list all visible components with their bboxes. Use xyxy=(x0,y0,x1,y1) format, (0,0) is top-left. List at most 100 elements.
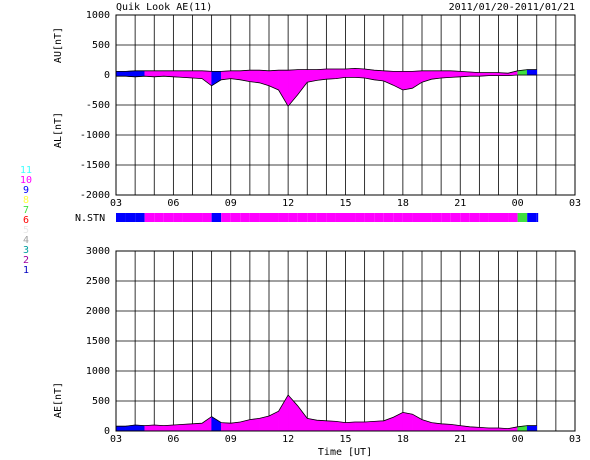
area-segment xyxy=(297,405,308,432)
band-segment xyxy=(278,69,289,108)
station-segment xyxy=(527,213,537,222)
legend-entry: 6 xyxy=(23,215,29,226)
chart-title: Quik Look AE(11) xyxy=(116,2,212,13)
x-tick-label: 03 xyxy=(569,198,581,209)
legend-entry: 9 xyxy=(23,185,29,196)
legend-entry: 7 xyxy=(23,205,29,216)
area-segment xyxy=(440,423,451,432)
station-segment xyxy=(508,213,518,222)
station-segment xyxy=(116,213,126,222)
y-tick-label: 3000 xyxy=(86,246,110,257)
station-segment xyxy=(450,213,461,222)
legend-entry: 8 xyxy=(23,195,29,206)
station-segment xyxy=(536,213,539,222)
station-segment xyxy=(240,213,250,222)
x-tick-label: 21 xyxy=(454,198,466,209)
y-tick-label: 1000 xyxy=(86,366,110,377)
series-line xyxy=(116,74,537,107)
area-segment xyxy=(211,416,222,432)
band-segment xyxy=(297,69,308,96)
station-segment xyxy=(154,213,164,222)
y-tick-label: 2500 xyxy=(86,276,110,287)
band-segment xyxy=(335,68,346,79)
y-tick-label: 2000 xyxy=(86,306,110,317)
area-segment xyxy=(220,422,231,432)
area-segment xyxy=(192,422,203,432)
x-tick-label: 00 xyxy=(512,434,524,445)
station-segment xyxy=(249,213,260,222)
x-tick-label: 00 xyxy=(512,198,524,209)
station-segment xyxy=(488,213,499,222)
plot-frame xyxy=(115,14,576,196)
date-range: 2011/01/20-2011/01/21 xyxy=(449,2,575,13)
station-segment xyxy=(412,213,422,222)
y-tick-label: 500 xyxy=(92,40,110,51)
station-segment xyxy=(278,213,289,222)
station-segment xyxy=(393,213,403,222)
station-segment xyxy=(479,213,489,222)
band-segment xyxy=(249,69,260,84)
station-segment xyxy=(230,213,241,222)
band-segment xyxy=(115,71,126,77)
y-axis-label: AE[nT] xyxy=(53,382,64,418)
area-segment xyxy=(373,420,384,432)
legend-entry: 11 xyxy=(20,165,32,176)
x-tick-label: 09 xyxy=(225,198,237,209)
legend-entry: 1 xyxy=(23,265,29,276)
series-line xyxy=(116,394,537,430)
x-axis-label: Time [UT] xyxy=(318,447,372,458)
x-tick-label: 06 xyxy=(167,198,179,209)
station-segment xyxy=(517,213,528,222)
station-segment xyxy=(345,213,356,222)
y-tick-label: 1000 xyxy=(86,10,110,21)
station-segment xyxy=(355,213,365,222)
area-segment xyxy=(326,420,337,432)
x-tick-label: 21 xyxy=(454,434,466,445)
area-segment xyxy=(249,418,260,432)
y-tick-label: 1500 xyxy=(86,336,110,347)
y-tick-label: -1000 xyxy=(80,130,110,141)
band-segment xyxy=(440,70,451,79)
area-segment xyxy=(354,421,365,432)
station-segment xyxy=(374,213,384,222)
area-segment xyxy=(364,421,375,432)
band-segment xyxy=(345,68,356,78)
station-segment xyxy=(460,213,470,222)
station-segment xyxy=(316,213,327,222)
station-segment xyxy=(402,213,413,222)
x-tick-label: 15 xyxy=(339,434,351,445)
x-tick-label: 18 xyxy=(397,198,409,209)
station-segment xyxy=(498,213,509,222)
band-segment xyxy=(192,70,203,79)
area-segment xyxy=(182,423,193,432)
band-segment xyxy=(201,70,212,87)
band-segment xyxy=(450,70,461,78)
station-segment xyxy=(307,213,317,222)
band-segment xyxy=(316,68,327,81)
legend-entry: 5 xyxy=(23,225,29,236)
area-segment xyxy=(526,425,537,432)
station-segment xyxy=(441,213,451,222)
area-segment xyxy=(115,425,126,432)
series-line xyxy=(116,67,537,74)
station-segment xyxy=(211,213,222,222)
station-segment xyxy=(221,213,231,222)
station-segment xyxy=(202,213,212,222)
legend-entry: 3 xyxy=(23,245,29,256)
legend-entry: 10 xyxy=(20,175,32,186)
y-tick-label: 500 xyxy=(92,396,110,407)
area-segment xyxy=(278,394,289,432)
strip-label: N.STN xyxy=(75,213,105,224)
area-segment xyxy=(345,421,356,432)
y-tick-label: -1500 xyxy=(80,160,110,171)
station-segment xyxy=(125,213,136,222)
station-segment xyxy=(173,213,183,222)
area-segment xyxy=(173,424,184,432)
station-segment xyxy=(288,213,298,222)
y-axis-label: AU[nT] xyxy=(53,27,64,63)
station-segment xyxy=(135,213,145,222)
y-tick-label: 0 xyxy=(104,426,110,437)
station-segment xyxy=(383,213,394,222)
area-segment xyxy=(201,416,212,432)
